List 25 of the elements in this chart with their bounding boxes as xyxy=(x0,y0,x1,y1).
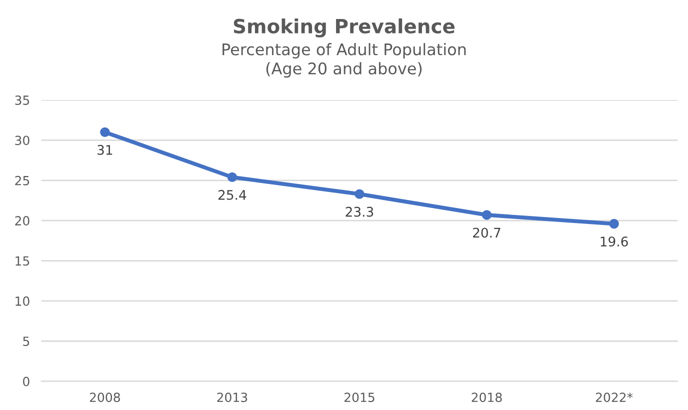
x-tick-label: 2018 xyxy=(472,392,502,402)
y-tick-label: 20 xyxy=(15,216,30,226)
chart-title: Smoking Prevalence xyxy=(234,18,455,38)
point xyxy=(100,127,110,138)
x-tick-label: 2015 xyxy=(344,392,374,402)
data-label: 19.6 xyxy=(600,236,628,247)
chart-subtitle: Percentage of Adult Population (Age 20 and above) xyxy=(222,43,466,78)
point xyxy=(227,172,238,182)
data-label: 23.3 xyxy=(346,206,374,217)
data-label: 20.7 xyxy=(473,228,500,238)
point xyxy=(609,218,619,229)
data-label: 25.4 xyxy=(218,190,246,200)
point xyxy=(482,210,492,220)
data-label: 31 xyxy=(98,144,112,155)
y-tick-label: 15 xyxy=(16,256,30,266)
y-tick-label: 10 xyxy=(16,296,30,306)
y-tick-label: 30 xyxy=(15,136,30,146)
x-tick-label: 2022* xyxy=(596,392,633,402)
x-tick-label: 2013 xyxy=(217,392,248,402)
y-tick-label: 0 xyxy=(23,376,30,386)
y-tick-label: 35 xyxy=(15,96,30,105)
x-tick-label: 2008 xyxy=(90,392,120,402)
y-tick-label: 5 xyxy=(23,336,30,346)
y-tick-label: 25 xyxy=(15,176,30,186)
point xyxy=(354,189,364,199)
